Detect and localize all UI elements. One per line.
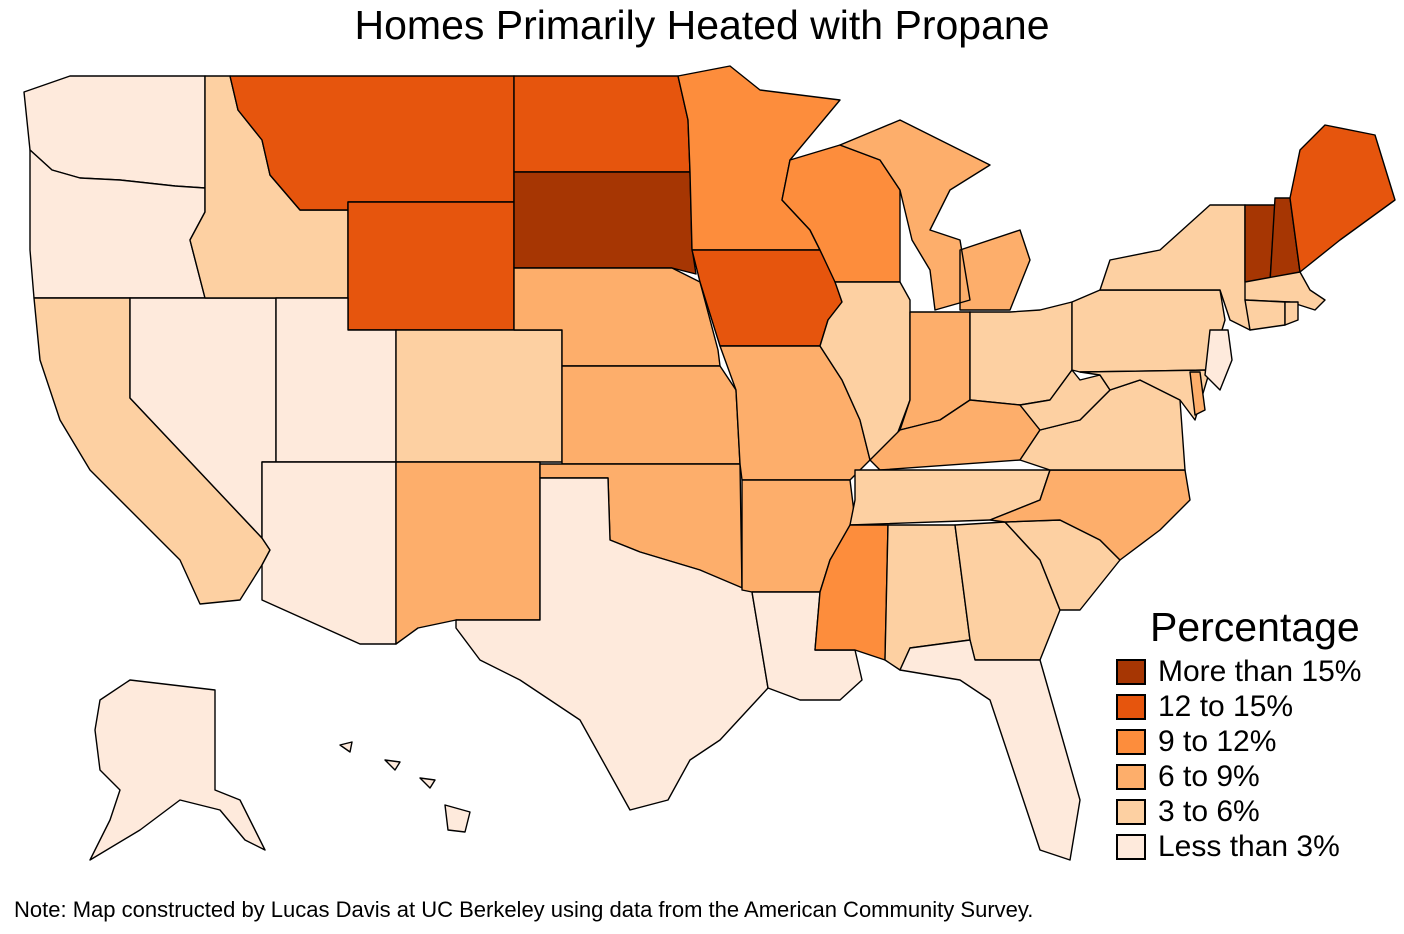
state-sd[interactable] xyxy=(513,171,697,275)
state-oh[interactable] xyxy=(969,301,1073,406)
legend-item: 12 to 15% xyxy=(1116,689,1396,724)
legend-label: Less than 3% xyxy=(1158,829,1340,863)
state-pa[interactable] xyxy=(1071,289,1226,373)
state-me[interactable] xyxy=(1289,124,1396,273)
state-ak[interactable] xyxy=(89,679,266,861)
legend-swatch xyxy=(1116,763,1146,790)
state-ct[interactable] xyxy=(1244,299,1286,331)
state-nd[interactable] xyxy=(513,75,691,173)
state-wi[interactable] xyxy=(781,144,901,283)
legend: Percentage More than 15% 12 to 15% 9 to … xyxy=(1116,600,1396,864)
state-ri[interactable] xyxy=(1284,301,1299,326)
state-tx[interactable] xyxy=(455,477,769,811)
legend-swatch xyxy=(1116,798,1146,825)
state-il[interactable] xyxy=(819,281,911,461)
legend-swatch xyxy=(1116,833,1146,860)
map-title: Homes Primarily Heated with Propane xyxy=(354,2,1050,48)
state-wy[interactable] xyxy=(347,201,515,331)
state-nj[interactable] xyxy=(1204,329,1233,391)
legend-swatch xyxy=(1116,658,1146,685)
legend-title: Percentage xyxy=(1150,604,1360,650)
state-hi[interactable] xyxy=(339,741,471,833)
legend-item: Less than 3% xyxy=(1116,829,1396,864)
state-wv[interactable] xyxy=(1019,369,1111,431)
legend-item: 6 to 9% xyxy=(1116,759,1396,794)
state-ks[interactable] xyxy=(561,365,741,465)
state-nc[interactable] xyxy=(989,469,1191,561)
state-ia[interactable] xyxy=(691,249,843,347)
legend-item: 9 to 12% xyxy=(1116,724,1396,759)
state-md[interactable] xyxy=(1079,369,1211,421)
legend-label: 6 to 9% xyxy=(1158,759,1260,793)
legend-label: 12 to 15% xyxy=(1158,689,1294,723)
legend-item: More than 15% xyxy=(1116,654,1396,689)
state-nm[interactable] xyxy=(395,461,541,645)
legend-swatch xyxy=(1116,693,1146,720)
legend-item: 3 to 6% xyxy=(1116,794,1396,829)
source-note: Note: Map constructed by Lucas Davis at … xyxy=(14,897,1034,922)
legend-label: 3 to 6% xyxy=(1158,794,1260,828)
state-de[interactable] xyxy=(1189,371,1206,416)
legend-label: More than 15% xyxy=(1158,654,1362,688)
state-fl[interactable] xyxy=(899,639,1081,861)
legend-label: 9 to 12% xyxy=(1158,724,1277,758)
state-mi[interactable] xyxy=(839,119,1031,311)
legend-swatch xyxy=(1116,728,1146,755)
state-co[interactable] xyxy=(395,329,563,463)
state-az[interactable] xyxy=(261,461,397,645)
